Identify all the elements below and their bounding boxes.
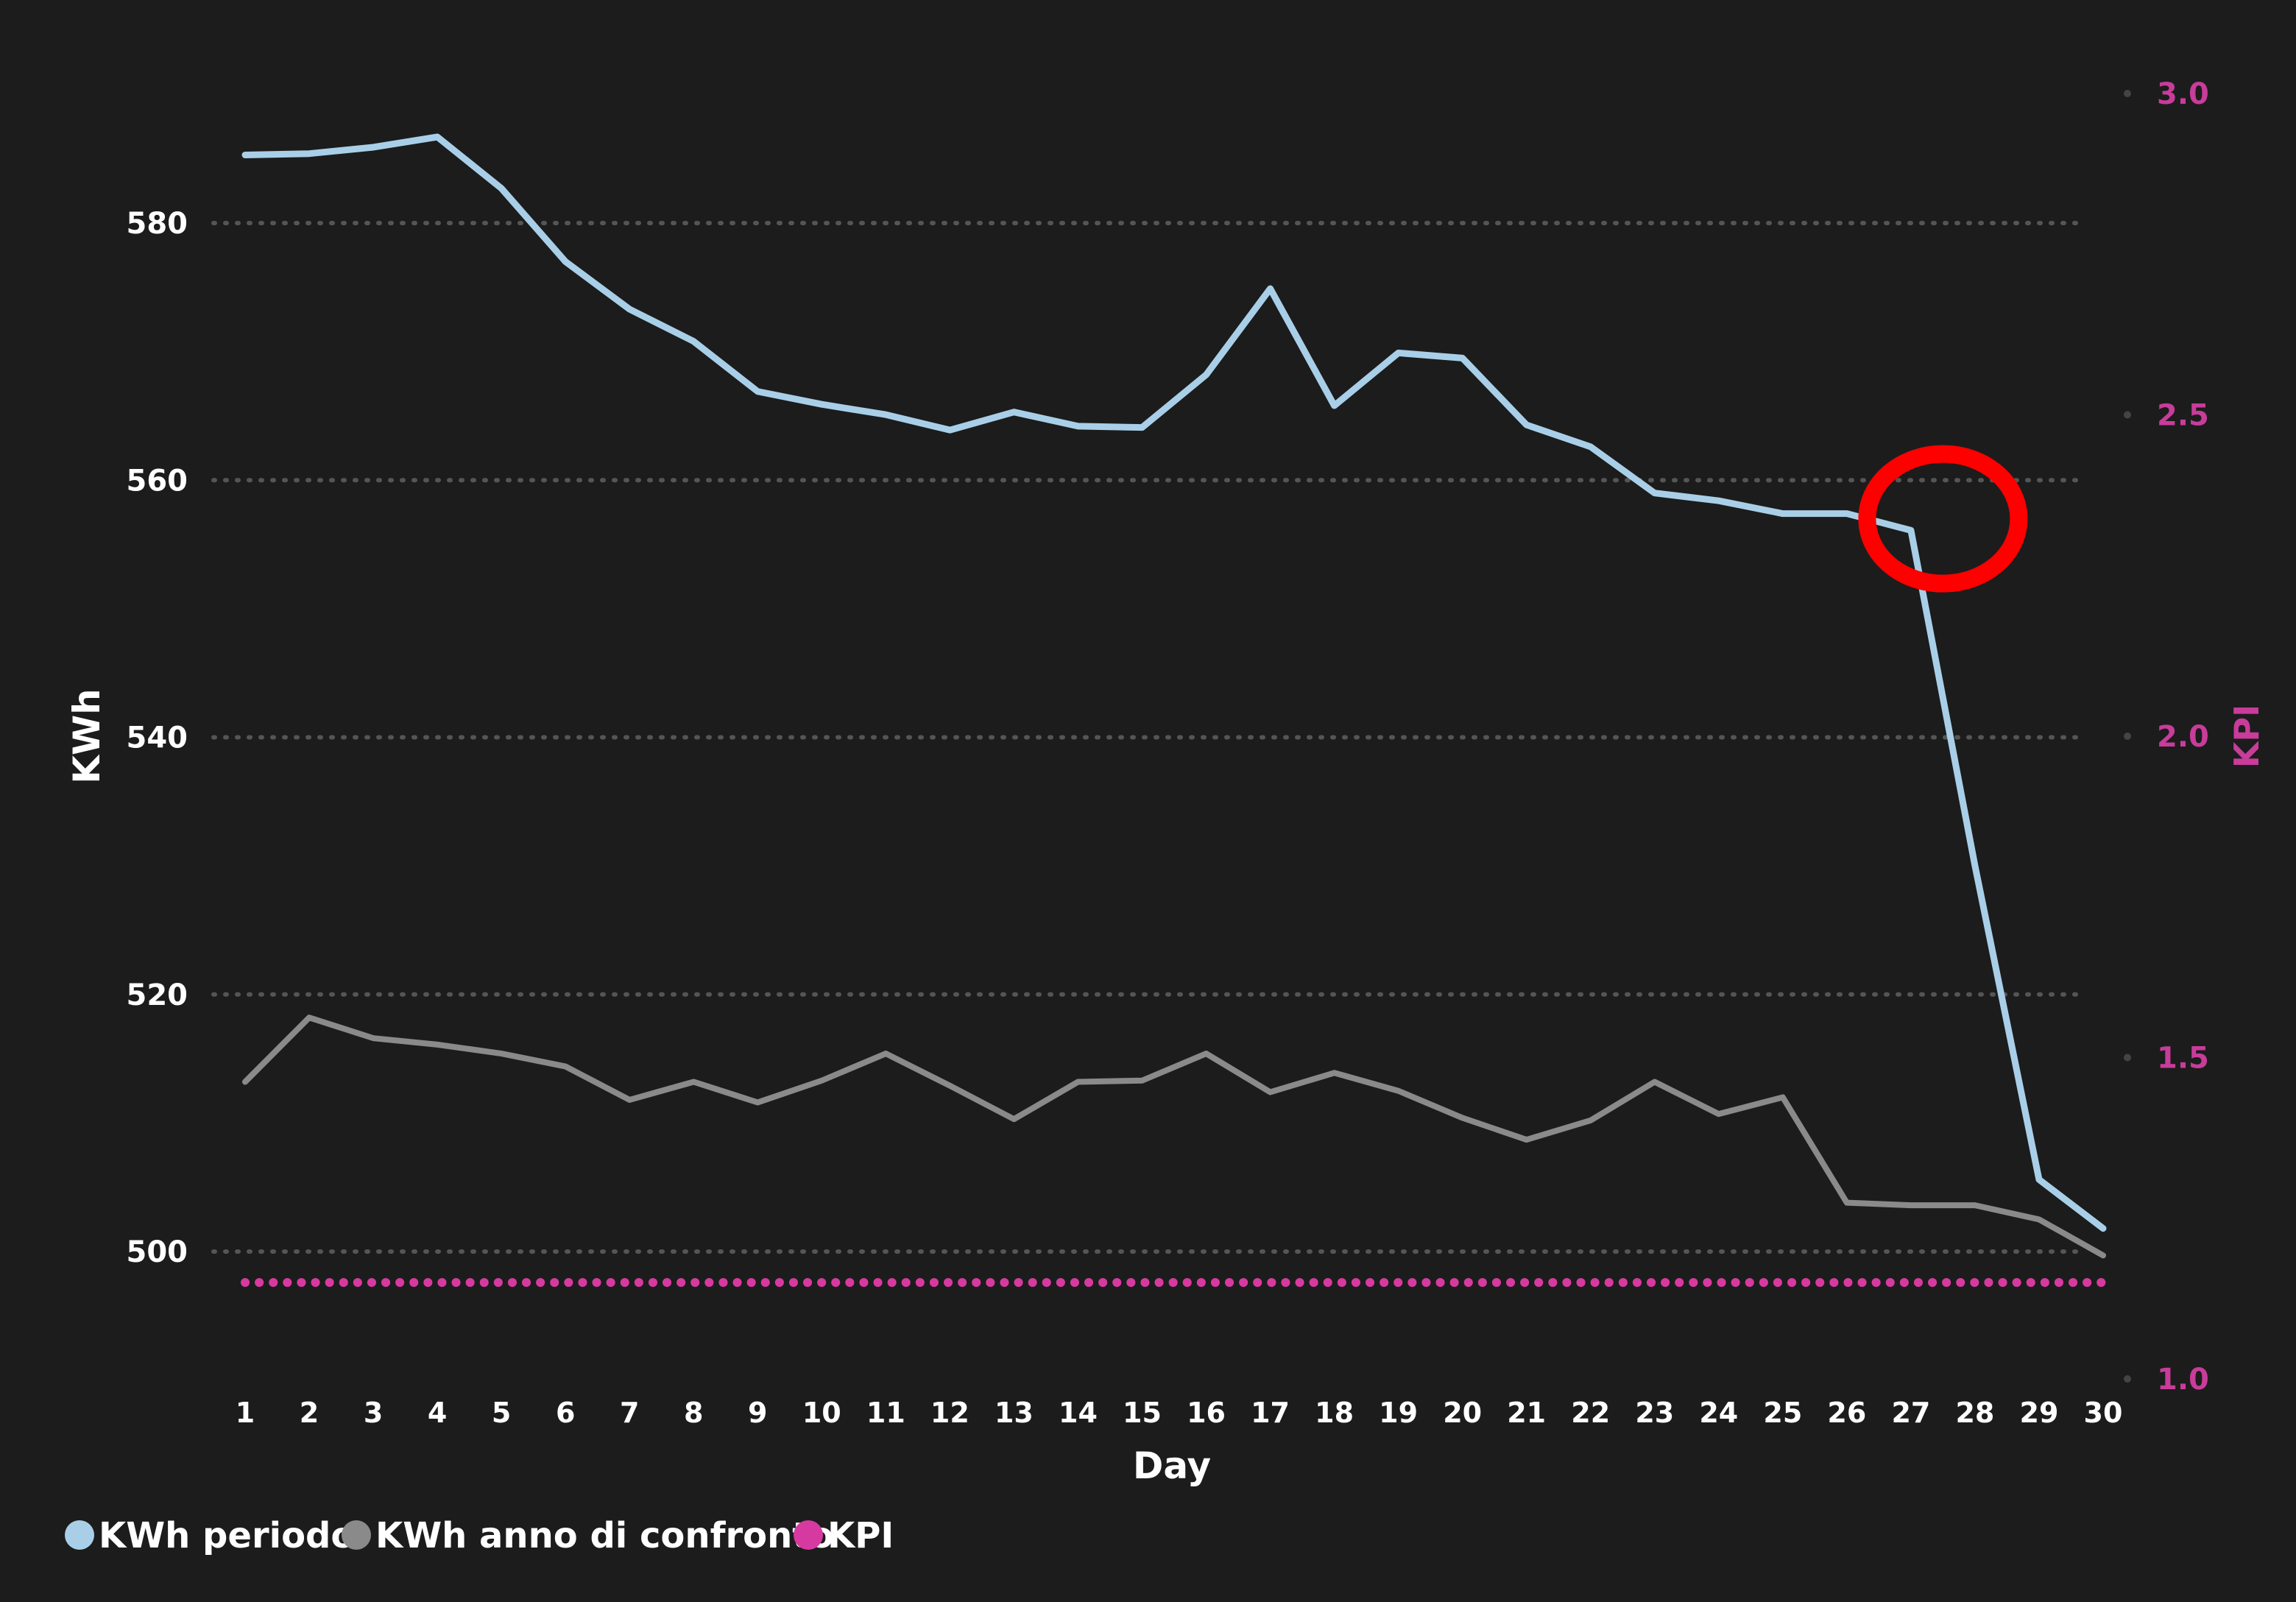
x-tick-label-28: 28 <box>1955 1397 1994 1429</box>
x-tick-label-30: 30 <box>2084 1397 2123 1429</box>
x-tick-label-9: 9 <box>748 1397 767 1429</box>
x-tick-label-19: 19 <box>1379 1397 1418 1429</box>
x-tick-label-22: 22 <box>1571 1397 1610 1429</box>
y2-tick-mark-2.5 <box>2124 411 2131 419</box>
x-tick-label-24: 24 <box>1699 1397 1738 1429</box>
x-tick-label-8: 8 <box>684 1397 703 1429</box>
x-tick-label-4: 4 <box>428 1397 447 1429</box>
y2-tick-mark-2.0 <box>2124 733 2131 740</box>
legend-marker-2 <box>794 1520 823 1550</box>
x-tick-label-15: 15 <box>1123 1397 1162 1429</box>
legend-marker-1 <box>342 1520 371 1550</box>
x-tick-label-6: 6 <box>556 1397 575 1429</box>
series-kwh-periodo-line <box>241 133 2107 1232</box>
y-tick-label-520: 520 <box>127 978 188 1012</box>
x-tick-label-12: 12 <box>930 1397 969 1429</box>
y2-tick-mark-1.0 <box>2124 1375 2131 1383</box>
legend-label-0: KWh periodo <box>99 1515 355 1556</box>
y-tick-label-560: 560 <box>127 464 188 498</box>
x-tick-label-11: 11 <box>866 1397 905 1429</box>
series-kwh-anno-di-confronto-line <box>242 1015 2106 1259</box>
legend-label-2: KPI <box>827 1515 894 1556</box>
y2-tick-mark-1.5 <box>2124 1054 2131 1062</box>
highlight-circle <box>1858 445 2028 593</box>
x-tick-label-3: 3 <box>364 1397 383 1429</box>
x-tick-label-16: 16 <box>1187 1397 1226 1429</box>
legend-label-1: KWh anno di confronto <box>375 1515 833 1556</box>
y2-tick-label-3.0: 3.0 <box>2157 77 2209 111</box>
x-tick-label-18: 18 <box>1315 1397 1354 1429</box>
x-tick-label-25: 25 <box>1763 1397 1802 1429</box>
y-tick-label-500: 500 <box>127 1235 188 1269</box>
x-tick-label-7: 7 <box>620 1397 639 1429</box>
x-tick-label-21: 21 <box>1507 1397 1546 1429</box>
y-tick-label-540: 540 <box>127 721 188 755</box>
x-tick-label-29: 29 <box>2020 1397 2059 1429</box>
x-tick-label-26: 26 <box>1827 1397 1866 1429</box>
x-tick-label-10: 10 <box>802 1397 841 1429</box>
y2-tick-label-1.5: 1.5 <box>2157 1042 2209 1076</box>
y2-tick-mark-3.0 <box>2124 90 2131 97</box>
x-tick-label-23: 23 <box>1635 1397 1674 1429</box>
x-tick-label-2: 2 <box>300 1397 319 1429</box>
x-tick-label-5: 5 <box>492 1397 511 1429</box>
x-tick-label-17: 17 <box>1251 1397 1290 1429</box>
x-tick-label-13: 13 <box>995 1397 1034 1429</box>
legend-marker-0 <box>65 1520 94 1550</box>
y2-tick-label-2.0: 2.0 <box>2157 720 2209 754</box>
x-tick-label-1: 1 <box>236 1397 255 1429</box>
x-tick-label-27: 27 <box>1891 1397 1930 1429</box>
y2-tick-label-2.5: 2.5 <box>2157 399 2209 433</box>
y-tick-label-580: 580 <box>127 207 188 241</box>
y2-axis-title: KPI <box>2227 705 2267 768</box>
y-axis-title: KWh <box>66 688 108 784</box>
x-tick-label-20: 20 <box>1443 1397 1482 1429</box>
y2-tick-label-1.0: 1.0 <box>2157 1363 2209 1397</box>
x-tick-label-14: 14 <box>1059 1397 1098 1429</box>
x-axis-title: Day <box>1133 1444 1211 1487</box>
